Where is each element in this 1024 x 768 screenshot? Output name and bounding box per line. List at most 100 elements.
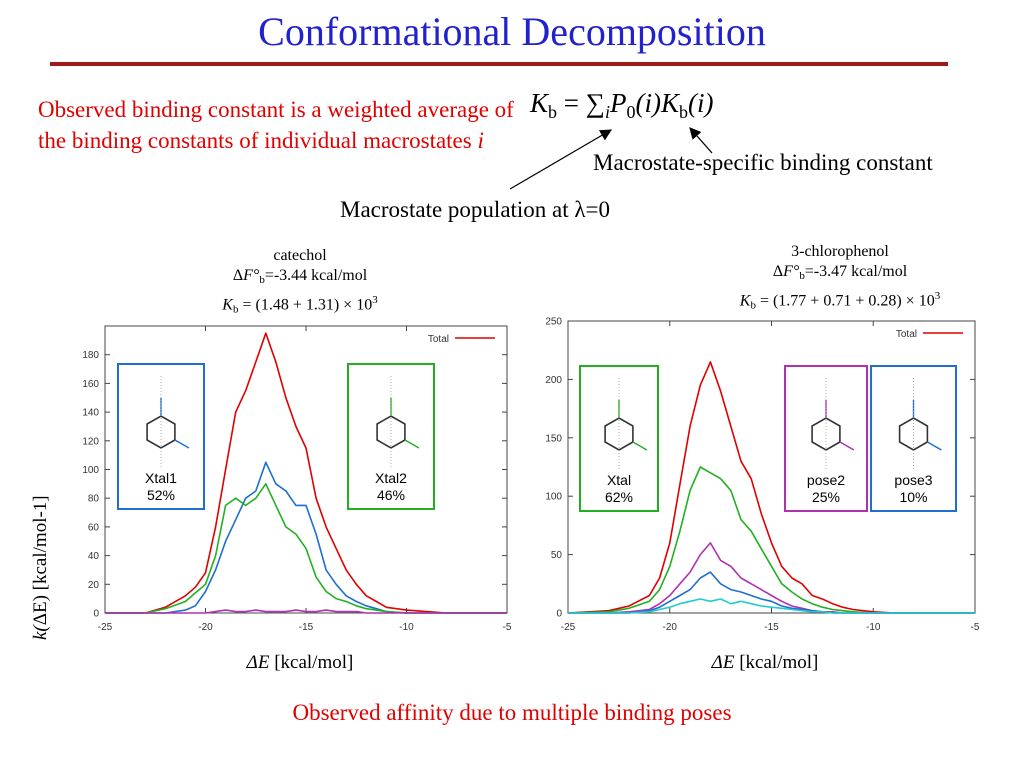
chlorophenol-xtick-label: -15	[764, 622, 779, 633]
chlorophenol-ytick-label: 100	[545, 492, 562, 503]
x-axis-label-left-delta: ΔE	[246, 652, 270, 673]
arrow-to-population	[509, 129, 613, 190]
chlorophenol-xtick-label: -5	[971, 622, 980, 633]
catechol-ytick-label: 160	[82, 379, 99, 390]
chlorophenol-pose-percent: 62%	[605, 489, 633, 505]
chlorophenol-pose-name: Xtal	[607, 472, 631, 488]
chlorophenol-binding-constant: Kb = (1.77 + 0.71 + 0.28) × 103	[640, 286, 1024, 315]
bottom-note: Observed affinity due to multiple bindin…	[292, 700, 732, 725]
chlorophenol-xtick-label: -20	[663, 622, 678, 633]
catechol-pose-percent: 46%	[377, 487, 405, 503]
catechol-series-total	[105, 332, 507, 614]
catechol-ytick-label: 120	[82, 436, 99, 447]
catechol-series-component-2	[105, 483, 507, 614]
chlorophenol-f-sub: b	[799, 270, 805, 282]
chlorophenol-molecule-pose2-icon	[811, 378, 855, 470]
catechol-chart: 0 20 40 60 80 100 120 140 160 180 -25 -20 -15 -10 -5 To…	[82, 325, 512, 633]
x-axis-label-left: ΔE [kcal/mol]	[200, 652, 400, 674]
arrow-to-specific	[689, 127, 713, 154]
chlorophenol-ytick-label: 0	[556, 609, 562, 620]
annotation-arrows	[509, 127, 713, 190]
chlorophenol-header: 3-chlorophenol ΔF°b=-3.47 kcal/mol Kb = …	[640, 242, 1024, 315]
y-axis-label-delta: ΔE	[30, 601, 51, 626]
catechol-molecule-xtal1-icon	[146, 376, 190, 468]
x-axis-label-right: ΔE [kcal/mol]	[665, 652, 865, 674]
label-macrostate-population: Macrostate population at λ=0	[340, 197, 611, 222]
formula-p-sub: 0	[626, 102, 636, 122]
catechol-xtick-label: -5	[503, 622, 512, 633]
chlorophenol-series-component-1	[567, 466, 975, 614]
formula-kb: K	[661, 88, 680, 118]
formula-p: P	[610, 88, 627, 118]
chlorophenol-ytick-label: 200	[545, 375, 562, 386]
intro-text-italic: i	[477, 128, 484, 153]
catechol-xtick-label: -10	[399, 622, 414, 633]
formula-equals-sum: = ∑	[557, 88, 605, 118]
y-axis-label: k(ΔE) [kcal/mol-1]	[30, 495, 52, 640]
x-axis-label-right-delta: ΔE	[711, 652, 735, 673]
catechol-ytick-label: 80	[88, 494, 100, 505]
chlorophenol-xtick-label: -10	[866, 622, 881, 633]
chlorophenol-pose-percent: 10%	[899, 489, 927, 505]
catechol-k-value: = (1.48 + 1.31) × 10	[238, 296, 373, 314]
chlorophenol-name: 3-chlorophenol	[791, 243, 889, 260]
x-axis-label-left-unit: [kcal/mol]	[269, 652, 354, 673]
chlorophenol-ytick-label: 250	[545, 317, 562, 328]
catechol-k-sub: b	[232, 303, 239, 316]
chlorophenol-k: K	[739, 292, 751, 310]
catechol-pose-name: Xtal2	[375, 470, 407, 486]
catechol-molecule-xtal2-icon	[376, 376, 420, 468]
chlorophenol-f-value: =-3.47 kcal/mol	[804, 263, 908, 280]
catechol-name: catechol	[273, 247, 327, 264]
catechol-ytick-label: 0	[93, 609, 99, 620]
catechol-free-energy: ΔF°b=-3.44 kcal/mol	[100, 266, 500, 290]
catechol-header: catechol ΔF°b=-3.44 kcal/mol Kb = (1.48 …	[100, 246, 500, 319]
formula-k-sub: b	[548, 102, 558, 122]
chlorophenol-ytick-label: 150	[545, 433, 562, 444]
catechol-delta: Δ	[232, 267, 244, 284]
chlorophenol-k-sub: b	[750, 299, 756, 312]
chlorophenol-ytick-label: 50	[551, 550, 563, 561]
catechol-pose-name: Xtal1	[145, 470, 177, 486]
binding-formula: Kb = ∑iP0(i)Kb(i)	[530, 88, 714, 123]
chlorophenol-pose-percent: 25%	[812, 489, 840, 505]
chlorophenol-molecule-xtal-icon	[604, 378, 648, 470]
chlorophenol-delta: Δ	[772, 263, 784, 280]
title-divider	[50, 62, 948, 66]
chlorophenol-k-value: = (1.77 + 0.71 + 0.28) × 10	[755, 292, 935, 310]
catechol-ytick-label: 40	[88, 551, 100, 562]
chlorophenol-series-component-2	[568, 542, 975, 614]
chlorophenol-series-total	[567, 361, 975, 614]
chlorophenol-series-component-4	[568, 598, 975, 614]
slide-title: Conformational Decomposition	[258, 9, 766, 54]
y-axis-label-pre: k(	[30, 625, 51, 640]
y-axis-label-post: ) [kcal/mol-1]	[30, 495, 51, 602]
catechol-k: K	[222, 296, 233, 314]
catechol-k-exp: 3	[372, 294, 378, 306]
chlorophenol-legend-label: Total	[896, 329, 917, 340]
x-axis-label-right-unit: [kcal/mol]	[734, 652, 819, 673]
catechol-f-sub: b	[259, 274, 265, 286]
catechol-ytick-label: 20	[88, 580, 100, 591]
formula-sum-sub: i	[605, 102, 611, 122]
formula-k: K	[530, 88, 549, 118]
chlorophenol-chart: 0 50 100 150 200 250 -25 -20 -15 -10 -5 Total Xtal62…	[545, 317, 980, 634]
catechol-binding-constant: Kb = (1.48 + 1.31) × 103	[100, 290, 500, 319]
catechol-xtick-label: -20	[198, 622, 213, 633]
catechol-ytick-label: 100	[82, 465, 99, 476]
catechol-xtick-label: -25	[98, 622, 113, 633]
chlorophenol-pose-name: pose2	[807, 472, 845, 488]
catechol-series-component-3	[105, 609, 507, 614]
formula-p-arg: (i)	[635, 88, 661, 118]
formula-kb-arg: (i)	[688, 88, 714, 118]
chlorophenol-f: F°	[783, 263, 800, 280]
catechol-ytick-label: 60	[88, 522, 100, 533]
chlorophenol-k-exp: 3	[934, 290, 941, 302]
catechol-pose-percent: 52%	[147, 487, 175, 503]
catechol-f-value: =-3.44 kcal/mol	[264, 267, 368, 284]
label-macrostate-specific: Macrostate-specific binding constant	[593, 150, 933, 175]
chlorophenol-xtick-label: -25	[561, 622, 576, 633]
chlorophenol-pose-name: pose3	[894, 472, 932, 488]
formula-kb-sub: b	[679, 102, 689, 122]
catechol-xtick-label: -15	[299, 622, 314, 633]
